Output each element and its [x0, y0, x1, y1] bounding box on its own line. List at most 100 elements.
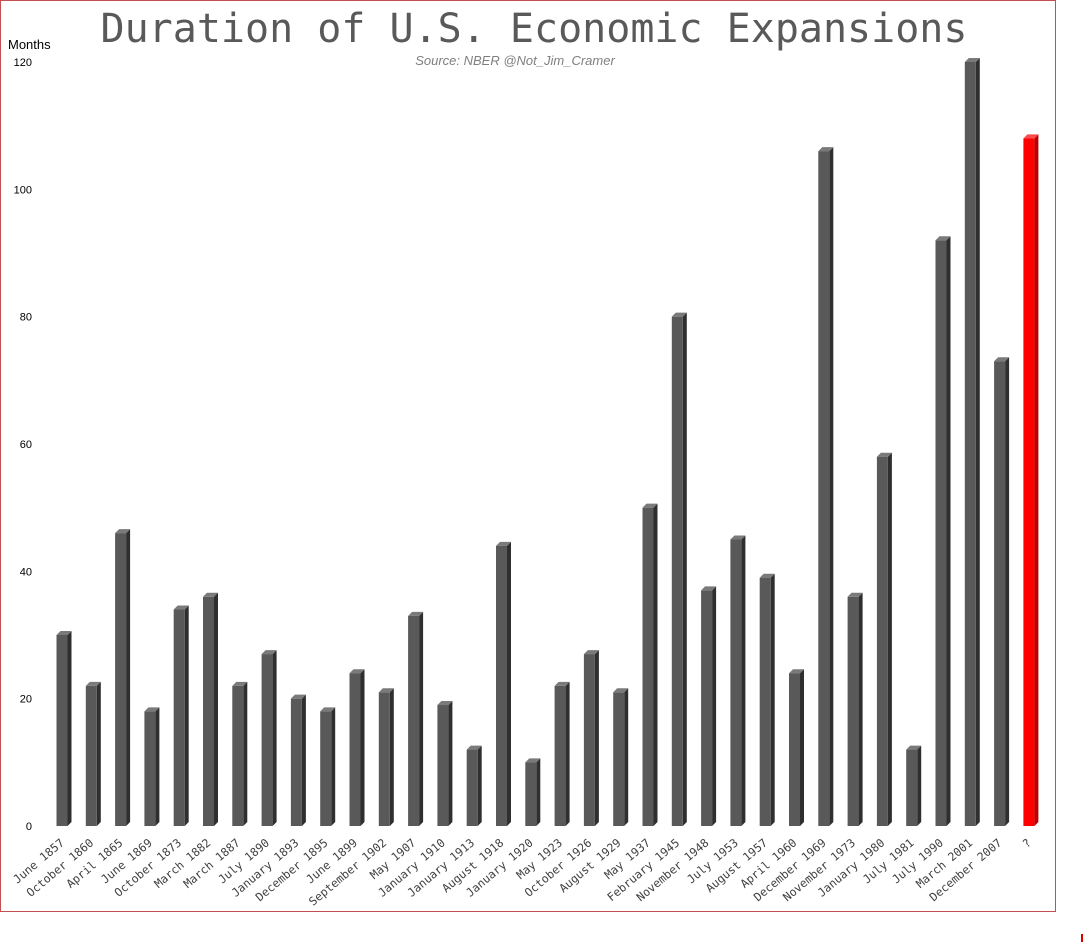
bar-side	[917, 745, 922, 826]
bar	[818, 151, 830, 827]
bar-top	[290, 694, 306, 699]
bar-side	[770, 573, 775, 826]
bar-side	[331, 707, 336, 826]
corner-mark	[1081, 934, 1083, 942]
bar-top	[56, 631, 72, 635]
bar	[320, 711, 332, 826]
bar-side	[565, 681, 570, 826]
chart-frame	[0, 0, 1056, 912]
bar-side	[975, 58, 980, 826]
bar-side	[507, 541, 511, 826]
bar	[261, 654, 273, 826]
bar-top	[964, 58, 980, 62]
bar-side	[389, 688, 394, 826]
bar-top	[115, 529, 131, 534]
bar-top	[730, 535, 746, 540]
y-tick-label: 100	[14, 184, 32, 196]
y-tick-label: 120	[14, 57, 32, 69]
bar	[789, 673, 800, 826]
bar	[730, 539, 742, 826]
bar-top	[554, 681, 570, 686]
bar	[847, 596, 859, 826]
bar-top	[320, 707, 336, 712]
bar-top	[818, 147, 834, 152]
bar-top	[906, 745, 922, 750]
bar-top	[85, 681, 101, 686]
bar	[173, 609, 185, 826]
bar-side	[67, 631, 72, 826]
bar	[906, 749, 918, 826]
bar-top	[701, 586, 717, 591]
bar-top	[261, 650, 277, 655]
bar	[85, 685, 97, 826]
bar	[466, 749, 478, 826]
bar-side	[477, 745, 482, 826]
bar-side	[829, 147, 834, 827]
bar	[232, 685, 244, 826]
y-tick-label: 80	[20, 312, 32, 324]
bar	[1023, 138, 1035, 826]
bar-side	[155, 707, 160, 826]
bar-side	[682, 312, 687, 827]
y-tick-label: 40	[20, 566, 32, 578]
bar	[290, 698, 302, 826]
bar-top	[1023, 134, 1039, 139]
bar-side	[946, 236, 951, 826]
x-tick-label: ?	[1020, 836, 1034, 851]
bar-side	[419, 611, 424, 826]
bar-top	[935, 236, 951, 241]
bar-side	[272, 650, 277, 826]
bar-top	[378, 688, 394, 693]
bar-top	[642, 503, 658, 508]
y-axis-label: Months	[8, 37, 51, 52]
bar-top	[789, 669, 804, 674]
bar-top	[496, 541, 511, 546]
bar-top	[876, 452, 892, 457]
bar-side	[594, 650, 599, 826]
bar-side	[887, 452, 892, 826]
y-tick-label: 20	[20, 694, 32, 706]
bar-top	[583, 650, 599, 655]
bar-side	[800, 669, 804, 826]
bar-side	[536, 758, 541, 826]
bar-side	[624, 688, 629, 826]
bar-top	[144, 707, 160, 712]
bar-side	[712, 586, 717, 826]
bar	[496, 545, 507, 826]
y-tick-label: 0	[26, 821, 32, 833]
bar-top	[203, 592, 218, 597]
chart-subtitle: Source: NBER @Not_Jim_Cramer	[415, 53, 615, 68]
bar-side	[1034, 134, 1039, 826]
bar-side	[653, 503, 658, 826]
bar-top	[525, 758, 541, 763]
bar-side	[858, 592, 863, 826]
bar-top	[349, 669, 365, 674]
chart-title: Duration of U.S. Economic Expansions	[100, 6, 968, 52]
bar-side	[448, 701, 453, 826]
bar-side	[301, 694, 306, 826]
bar-top	[437, 701, 453, 706]
bar	[876, 456, 888, 826]
bar	[671, 316, 683, 826]
bar	[701, 590, 713, 826]
bar	[525, 762, 537, 826]
bar-side	[96, 681, 101, 826]
bar	[378, 692, 390, 826]
bar-side	[243, 681, 248, 826]
bar	[408, 615, 420, 826]
bar-side	[741, 535, 746, 826]
bar-side	[126, 529, 131, 826]
bar	[583, 654, 595, 826]
bar-top	[671, 312, 687, 317]
bar-top	[173, 605, 189, 610]
bar	[964, 62, 976, 826]
bar-top	[613, 688, 629, 693]
bar-top	[759, 573, 775, 578]
bar	[642, 507, 654, 826]
bar	[115, 533, 127, 826]
bar	[935, 240, 947, 826]
bar-side	[1005, 357, 1010, 826]
bar-top	[232, 681, 248, 686]
bar	[554, 685, 566, 826]
